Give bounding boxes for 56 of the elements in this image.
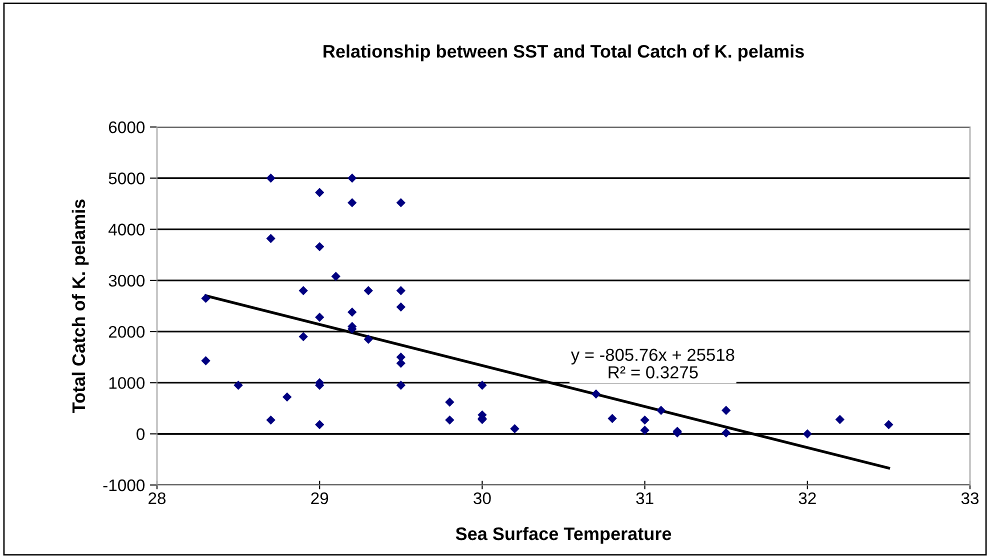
y-tick-label: 1000 bbox=[109, 377, 145, 389]
x-tick-label: 29 bbox=[311, 492, 328, 504]
point bbox=[396, 286, 406, 296]
point bbox=[364, 334, 373, 344]
x-tick-label: 31 bbox=[636, 492, 654, 504]
point bbox=[266, 415, 276, 425]
point bbox=[445, 398, 454, 407]
point bbox=[234, 380, 243, 390]
point bbox=[510, 424, 520, 434]
point bbox=[314, 420, 324, 430]
chart-title: Relationship between SST and Total Catch of K. pelamis bbox=[324, 44, 804, 62]
point bbox=[835, 414, 845, 424]
point bbox=[266, 174, 276, 183]
point bbox=[266, 234, 276, 244]
point bbox=[364, 286, 373, 296]
point bbox=[396, 302, 406, 312]
y-tick-label: 0 bbox=[136, 428, 145, 440]
y-axis-title: Total Catch of K. pelamis bbox=[72, 200, 89, 413]
annotation: y = -805.76x + 25518 R² = 0.3275 bbox=[570, 348, 734, 378]
y-tick-label: 5000 bbox=[108, 172, 145, 184]
point bbox=[314, 188, 324, 198]
y-tick-label: 2000 bbox=[108, 326, 145, 338]
point bbox=[884, 420, 894, 430]
point bbox=[201, 356, 210, 366]
point bbox=[721, 406, 731, 415]
point bbox=[396, 358, 406, 368]
point bbox=[348, 198, 357, 208]
point bbox=[331, 272, 340, 281]
point bbox=[478, 380, 487, 390]
y-tick-label: 4000 bbox=[108, 224, 145, 236]
point bbox=[396, 198, 406, 208]
x-tick-label: 28 bbox=[148, 492, 166, 504]
point bbox=[656, 406, 666, 415]
y-tick-label: 6000 bbox=[108, 121, 145, 134]
y-tick-label: 3000 bbox=[108, 274, 145, 287]
point bbox=[640, 415, 650, 425]
point bbox=[640, 426, 650, 435]
point bbox=[348, 174, 357, 183]
point bbox=[396, 380, 406, 390]
point bbox=[608, 414, 617, 424]
point bbox=[314, 242, 324, 252]
point bbox=[445, 415, 454, 425]
point bbox=[298, 332, 308, 342]
point bbox=[721, 428, 731, 438]
x-axis-title: Sea Surface Temperature bbox=[456, 526, 672, 544]
point bbox=[591, 389, 601, 399]
point bbox=[802, 429, 812, 438]
point bbox=[348, 308, 357, 317]
point bbox=[282, 392, 292, 402]
point bbox=[314, 312, 324, 322]
x-tick-label: 33 bbox=[961, 492, 979, 504]
x-tick-label: 30 bbox=[474, 492, 491, 504]
point bbox=[201, 294, 210, 303]
y-tick-label: -1000 bbox=[103, 479, 145, 492]
x-tick-label: 32 bbox=[798, 492, 816, 504]
point bbox=[298, 286, 308, 296]
